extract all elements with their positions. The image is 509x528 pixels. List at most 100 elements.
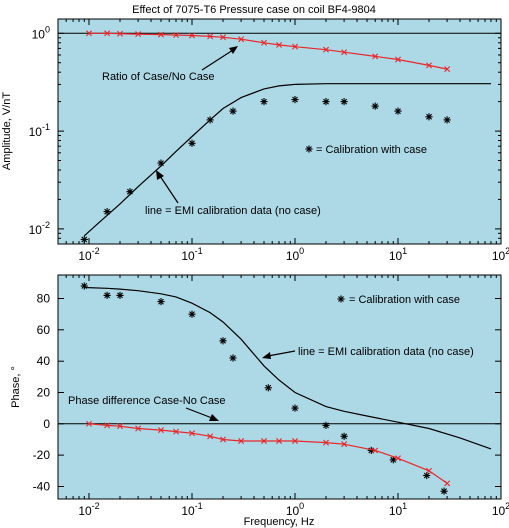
phase-series-1-point-9 [322, 421, 330, 429]
amplitude-y-tick-label-0: 100 [32, 24, 50, 41]
phase-x-tick-label-3: 101 [389, 501, 407, 518]
amplitude-plot-background [58, 19, 501, 244]
amplitude-series-2-point-16 [395, 56, 401, 63]
amplitude-series-1-point-11 [371, 102, 379, 110]
amplitude-series-2-point-10 [261, 39, 267, 46]
amplitude-series-0-line [83, 83, 491, 237]
phase-emi-arrow [267, 350, 296, 357]
phase-series-1-point-0 [80, 282, 88, 290]
phase-series-2-point-11 [276, 438, 283, 445]
amplitude-series-2-point-6 [189, 32, 195, 39]
phase-series-2-point-1 [104, 422, 111, 429]
ratio-annotation: Ratio of Case/No Case [102, 71, 215, 83]
phase-series-1-point-10 [340, 432, 348, 440]
phase-series-1-point-4 [188, 310, 196, 318]
amplitude-series-1-point-10 [340, 98, 348, 106]
amplitude-series-1-point-1 [103, 208, 111, 216]
amplitude-series-2-point-11 [276, 41, 283, 48]
phase-series-2-point-12 [292, 438, 298, 445]
amplitude-series-2-point-3 [135, 31, 142, 38]
phase-y-tick-label-5: -20 [33, 448, 51, 462]
phase-series-group [80, 282, 492, 495]
phase-series-2-point-6 [189, 430, 195, 437]
amplitude-series-1-point-2 [126, 188, 134, 196]
phase-y-tick-label-0: 80 [37, 292, 51, 306]
phase-series-2-point-16 [395, 455, 401, 462]
amplitude-emi-arrow [159, 175, 179, 204]
amplitude-series-2-point-0 [86, 30, 92, 37]
amplitude-series-2-point-5 [173, 32, 180, 39]
phase-series-1-point-2 [116, 291, 124, 299]
amplitude-x-tick-label-3: 101 [389, 246, 407, 263]
amplitude-legend-asterisk-marker [305, 145, 313, 153]
phase-series-1-point-8 [291, 404, 299, 412]
phase-y-tick-label-3: 20 [37, 386, 51, 400]
phase-legend-calibration-text: = Calibration with case [349, 294, 460, 306]
phase-series-2-point-9 [238, 438, 245, 445]
amplitude-series-2-point-14 [341, 49, 348, 56]
phase-series-1-point-5 [219, 337, 227, 345]
amplitude-x-tick-label-1: 10-1 [181, 246, 202, 263]
chart-title: Effect of 7075-T6 Pressure case on coil … [132, 4, 376, 16]
phase-series-2-point-7 [207, 433, 214, 440]
amplitude-series-2-point-12 [292, 43, 298, 50]
amplitude-series-2-point-7 [207, 33, 214, 40]
amplitude-series-1-point-14 [443, 116, 451, 124]
phase-series-2-point-14 [341, 441, 348, 448]
amplitude-series-1-point-7 [260, 98, 268, 106]
phase-y-axis-label: Phase, ° [10, 366, 22, 408]
phase-y-tick-label-6: -40 [33, 480, 51, 494]
amplitude-y-tick-label-2: 10-2 [29, 220, 50, 237]
phase-series-1-point-14 [440, 487, 448, 495]
amplitude-x-tick-label-4: 102 [492, 246, 509, 263]
amplitude-emi-arrowhead [156, 170, 164, 180]
phase-x-tick-label-1: 10-1 [181, 501, 202, 518]
amplitude-legend-calibration-text: = Calibration with case [316, 144, 427, 156]
amplitude-legend-asterisk [305, 145, 313, 153]
phase-difference-annotation: Phase difference Case-No Case [68, 395, 226, 407]
amplitude-series-2-point-1 [104, 30, 111, 37]
amplitude-series-1-point-6 [229, 107, 237, 115]
amplitude-series-2-point-4 [158, 31, 164, 38]
phase-x-tick-label-4: 102 [492, 501, 509, 518]
amplitude-series-1-point-13 [425, 113, 433, 121]
phase-series-2-point-8 [220, 436, 226, 443]
amplitude-y-ticks: 100 10-1 10-2 [29, 24, 501, 245]
phase-emi-annotation: line = EMI calibration data (no case) [298, 346, 474, 358]
phase-series-0-line [84, 286, 492, 450]
amplitude-series-1-point-5 [206, 116, 214, 124]
amplitude-series-1-point-9 [322, 98, 330, 106]
phase-series-2-point-4 [158, 427, 164, 434]
phase-legend-asterisk-marker [337, 295, 345, 303]
phase-series-2-point-2 [117, 423, 124, 430]
amplitude-panel: 10-2 10-1 100 101 102 100 10-1 10-2 Amplitude,… [1, 18, 509, 263]
phase-series-2-point-13 [323, 439, 329, 446]
phase-series-2-point-10 [261, 438, 267, 445]
amplitude-y-tick-label-1: 10-1 [29, 122, 50, 139]
phase-y-ticks: 80 60 40 20 0 -20 -40 [33, 292, 501, 494]
phase-series-2-point-5 [173, 428, 180, 435]
phase-series-2-point-17 [426, 467, 432, 474]
phase-panel: 10-2 10-1 100 101 102 80 60 40 20 0 -20 -40 Phase,… [10, 274, 509, 528]
phase-x-ticks: 10-2 10-1 100 101 102 [57, 275, 509, 518]
phase-x-tick-label-2: 100 [286, 501, 304, 518]
phase-y-tick-label-1: 60 [37, 323, 51, 337]
ratio-annotation-arrowhead [229, 46, 238, 54]
amplitude-series-2-point-9 [238, 36, 245, 43]
phase-x-tick-label-0: 10-2 [78, 501, 99, 518]
phase-difference-arrowhead [209, 414, 219, 421]
phase-plot-background [58, 275, 501, 499]
phase-y-tick-label-4: 0 [43, 417, 50, 431]
amplitude-x-tick-label-0: 10-2 [78, 246, 99, 263]
amplitude-series-2-point-2 [117, 30, 124, 37]
amplitude-series-1-point-12 [394, 107, 402, 115]
phase-y-tick-label-2: 40 [37, 354, 51, 368]
phase-emi-arrowhead [262, 352, 271, 359]
phase-series-2-point-15 [372, 447, 379, 454]
amplitude-emi-annotation: line = EMI calibration data (no case) [145, 205, 321, 217]
phase-series-2-point-18 [444, 480, 451, 487]
phase-series-1-point-3 [157, 298, 165, 306]
amplitude-series-1-point-4 [188, 139, 196, 147]
amplitude-series-2-point-17 [426, 62, 432, 69]
